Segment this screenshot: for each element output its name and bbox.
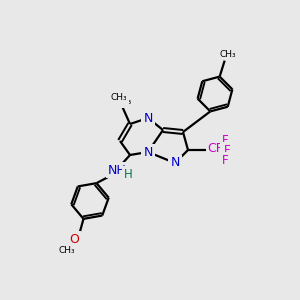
Text: CF₃: CF₃	[208, 142, 228, 154]
Text: F: F	[222, 134, 228, 146]
Text: N: N	[170, 157, 180, 169]
Text: CH₃: CH₃	[219, 50, 236, 59]
Text: N: N	[143, 112, 153, 124]
Text: F: F	[222, 154, 228, 166]
Text: N: N	[143, 146, 153, 158]
Text: CH₃: CH₃	[111, 94, 127, 103]
Text: CH₃: CH₃	[112, 96, 132, 106]
Text: NH: NH	[108, 164, 126, 176]
Text: F: F	[224, 143, 230, 157]
Text: O: O	[70, 233, 80, 246]
Text: CH₃: CH₃	[58, 246, 75, 255]
Text: H: H	[124, 167, 132, 181]
